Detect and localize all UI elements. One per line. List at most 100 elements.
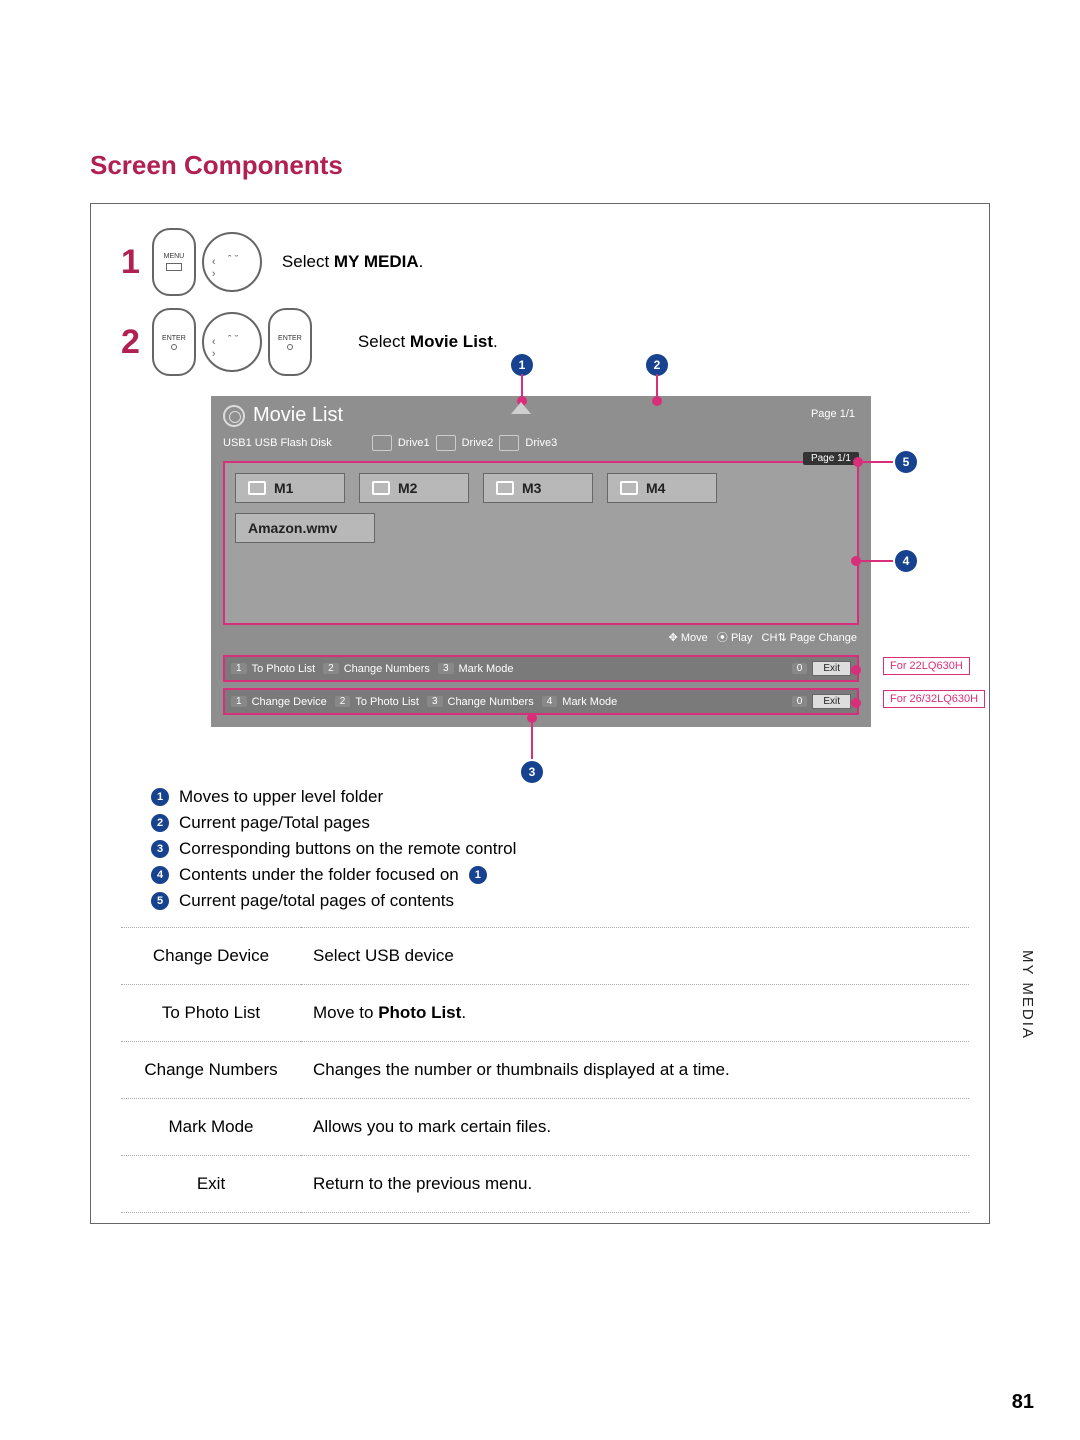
- bar2-btn-4[interactable]: 4 Mark Mode: [542, 696, 618, 708]
- row-5-desc: Return to the previous menu.: [301, 1156, 969, 1213]
- callout-2: 2: [646, 354, 668, 376]
- folder-grid: M1 M2 M3 M4 Amazon.wmv: [223, 461, 859, 625]
- legend-num-2: 2: [151, 814, 169, 832]
- row-2-desc: Move to Photo List.: [301, 985, 969, 1042]
- button-bar-1: 1 To Photo List 2Change Numbers 3 Mark Mod…: [223, 655, 859, 682]
- bar2-btn-2-num: 2: [335, 696, 351, 707]
- folder-m3[interactable]: M3: [483, 473, 593, 503]
- folder-m4[interactable]: M4: [607, 473, 717, 503]
- bar1-btn-1-num: 1: [231, 663, 247, 674]
- dpad-icon-2: [202, 312, 262, 372]
- legend-num-5: 5: [151, 892, 169, 910]
- bar1-btn-3[interactable]: 3 Mark Mode: [438, 663, 514, 675]
- bar1-btn-3-num: 3: [438, 663, 454, 674]
- legend-num-4: 4: [151, 866, 169, 884]
- row-4-desc: Allows you to mark certain files.: [301, 1099, 969, 1156]
- table-row: To Photo List Move to Photo List.: [121, 985, 969, 1042]
- folder-m4-label: M4: [646, 480, 665, 496]
- enter-button-icon: ENTER: [152, 308, 196, 376]
- bar1-btn-2[interactable]: 2Change Numbers: [323, 663, 430, 675]
- row-5-name: Exit: [121, 1156, 301, 1213]
- step-2: 2 ENTER ENTER Select Movie List.: [121, 308, 969, 376]
- hint-move: Move: [681, 632, 708, 644]
- row-4-name: Mark Mode: [121, 1099, 301, 1156]
- row-1-desc: Select USB device: [301, 928, 969, 985]
- file-amazon[interactable]: Amazon.wmv: [235, 513, 375, 543]
- folder-m1[interactable]: M1: [235, 473, 345, 503]
- callout-1: 1: [511, 354, 533, 376]
- bar1-exit-label: Exit: [812, 661, 851, 676]
- bar1-btn-1-label: To Photo List: [252, 663, 316, 675]
- row-1-name: Change Device: [121, 928, 301, 985]
- drive-3-label: Drive3: [525, 437, 557, 449]
- legend-num-3: 3: [151, 840, 169, 858]
- legend-text-3: Corresponding buttons on the remote cont…: [179, 839, 516, 859]
- folder-m1-label: M1: [274, 480, 293, 496]
- legend-text-4: Contents under the folder focused on: [179, 865, 459, 885]
- bar2-btn-1-num: 1: [231, 696, 247, 707]
- content-page-badge: Page 1/1: [803, 452, 859, 465]
- bar1-btn-3-label: Mark Mode: [459, 663, 514, 675]
- film-reel-icon: [223, 405, 245, 427]
- step-2-text-b: Movie List: [410, 332, 493, 351]
- bar2-btn-3[interactable]: 3 Change Numbers: [427, 696, 534, 708]
- legend-text-1: Moves to upper level folder: [179, 787, 383, 807]
- callout-legend: 1Moves to upper level folder 2Current pa…: [151, 787, 969, 911]
- drive-2-label: Drive2: [462, 437, 494, 449]
- step-1: 1 MENU Select MY MEDIA.: [121, 228, 969, 296]
- file-amazon-label: Amazon.wmv: [248, 520, 337, 536]
- step-1-text-b: MY MEDIA: [334, 252, 419, 271]
- bar2-exit-num: 0: [792, 696, 808, 707]
- bar2-btn-4-label: Mark Mode: [562, 696, 617, 708]
- menu-button-label: MENU: [164, 253, 185, 260]
- button-bar-2: 1 Change Device 2 To Photo List 3 Change Nu…: [223, 688, 859, 715]
- section-title: Screen Components: [90, 150, 990, 181]
- bar1-btn-1[interactable]: 1 To Photo List: [231, 663, 315, 675]
- table-row: Exit Return to the previous menu.: [121, 1156, 969, 1213]
- folder-m3-label: M3: [522, 480, 541, 496]
- enter-button-label-2: ENTER: [278, 335, 302, 342]
- bar1-btn-2-num: 2: [323, 663, 339, 674]
- step-1-text-a: Select: [282, 252, 334, 271]
- content-frame: 1 MENU Select MY MEDIA. 2 ENTER ENTER: [90, 203, 990, 1224]
- row-3-desc: Changes the number or thumbnails display…: [301, 1042, 969, 1099]
- hint-play: Play: [731, 632, 752, 644]
- bar2-btn-2[interactable]: 2 To Photo List: [335, 696, 419, 708]
- enter-button-icon-2: ENTER: [268, 308, 312, 376]
- folder-m2-label: M2: [398, 480, 417, 496]
- bar2-exit-label: Exit: [812, 694, 851, 709]
- row-3-name: Change Numbers: [121, 1042, 301, 1099]
- step-1-number: 1: [121, 243, 140, 282]
- dpad-icon: [202, 232, 262, 292]
- bar2-btn-3-num: 3: [427, 696, 443, 707]
- movie-list-screenshot: 1 2 Movie List Page 1/1 USB1 USB Flash D…: [211, 396, 871, 727]
- step-1-text-c: .: [419, 252, 424, 271]
- usb-label: USB1 USB Flash Disk: [223, 437, 332, 449]
- bar2-btn-2-label: To Photo List: [355, 696, 419, 708]
- nav-hints: ✥ Move ⦿ Play CH⇅ Page Change: [211, 625, 871, 649]
- bar2-btn-1[interactable]: 1 Change Device: [231, 696, 327, 708]
- callout-4: 4: [895, 550, 917, 572]
- page-number: 81: [1012, 1391, 1034, 1414]
- drive-1-label: Drive1: [398, 437, 430, 449]
- side-tab-label: MY MEDIA: [1019, 950, 1036, 1040]
- bar1-exit-num: 0: [792, 663, 808, 674]
- step-2-number: 2: [121, 323, 140, 362]
- bar2-btn-3-label: Change Numbers: [448, 696, 534, 708]
- bar1-exit[interactable]: 0 Exit: [792, 661, 851, 676]
- bar2-btn-4-num: 4: [542, 696, 558, 707]
- bar2-for-label: For 26/32LQ630H: [883, 690, 985, 708]
- bar2-exit[interactable]: 0 Exit: [792, 694, 851, 709]
- top-page-indicator: Page 1/1: [811, 408, 855, 420]
- step-2-text: Select Movie List.: [358, 332, 498, 352]
- screenshot-title: Movie List: [253, 404, 343, 427]
- folder-m2[interactable]: M2: [359, 473, 469, 503]
- step-1-text: Select MY MEDIA.: [282, 252, 423, 272]
- table-row: Change Numbers Changes the number or thu…: [121, 1042, 969, 1099]
- legend-text-5: Current page/total pages of contents: [179, 891, 454, 911]
- hint-page-change: Page Change: [790, 632, 857, 644]
- bar1-for-label: For 22LQ630H: [883, 657, 970, 675]
- functions-table: Change Device Select USB device To Photo…: [121, 927, 969, 1213]
- table-row: Change Device Select USB device: [121, 928, 969, 985]
- bar2-btn-1-label: Change Device: [252, 696, 327, 708]
